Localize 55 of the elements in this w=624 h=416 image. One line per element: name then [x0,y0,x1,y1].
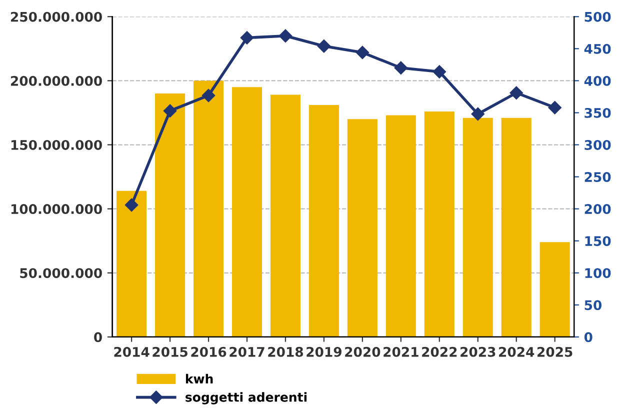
bar [540,242,570,337]
legend-label: kwh [186,374,213,384]
y-tick-label: 150.000.000 [11,140,102,150]
point [548,101,562,114]
legend-label: soggetti aderenti [186,392,307,404]
bar [232,87,262,337]
y-tick-label: 100.000.000 [11,204,102,214]
bar [424,111,454,337]
x-tick-label: 2014 [114,346,150,357]
y2-tick-label: 500 [584,12,611,22]
y-tick-label: 0 [94,332,102,342]
bar [116,190,147,337]
y2-tick-label: 400 [584,76,611,86]
y2-tick-label: 450 [584,44,611,54]
point [163,104,177,118]
x-tick-label: 2024 [499,346,534,357]
y2-tick-label: 50 [584,300,602,310]
y2-tick-label: 100 [585,268,611,278]
bar [386,115,416,337]
x-tick-label: 2022 [422,346,457,357]
point [510,86,523,100]
y2-tick-label: 300 [584,140,611,150]
x-tick-label: 2016 [191,346,226,357]
point [432,65,446,78]
bar [155,94,186,337]
x-tick-label: 2025 [538,346,572,357]
y2-tick-label: 0 [584,332,592,342]
x-tick-label: 2015 [152,346,188,357]
y2-tick-label: 250 [584,172,611,182]
bar [501,118,532,337]
bar [347,119,378,337]
point [202,88,216,102]
bar [194,80,224,337]
y-tick-label: 200.000.000 [10,76,102,86]
x-tick-label: 2018 [268,346,304,357]
x-tick-label: 2023 [460,346,496,357]
point [471,107,484,121]
y2-tick-label: 350 [584,108,611,118]
x-tick-label: 2017 [230,346,264,357]
y-tick-label: 250.000.000 [10,12,102,22]
y2-tick-label: 200 [584,204,611,214]
point [356,46,370,60]
y2-tick-label: 150 [585,236,611,246]
point [394,61,408,74]
bar [270,94,300,337]
point [240,31,254,44]
y-tick-label: 50.000.000 [20,268,102,278]
bar [308,105,339,337]
bar [462,118,493,337]
x-tick-label: 2021 [384,346,418,357]
point [278,29,292,42]
point [124,198,138,212]
x-tick-label: 2020 [345,346,380,357]
point [317,40,331,53]
x-tick-label: 2019 [306,346,342,357]
